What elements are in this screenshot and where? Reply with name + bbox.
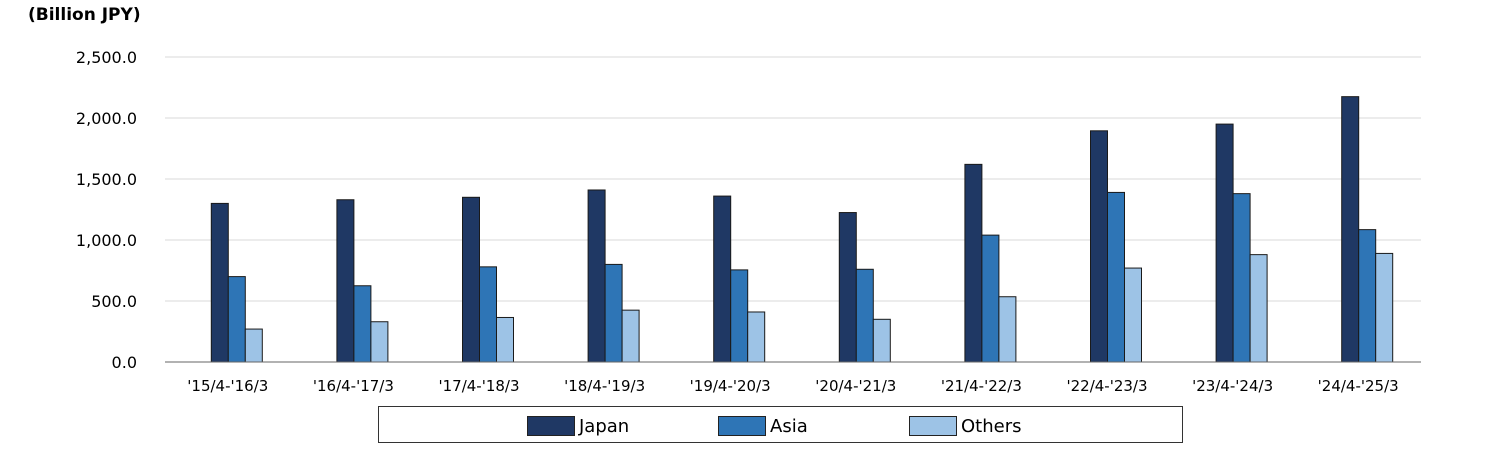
y-axis: 0.0 500.0 1,000.0 1,500.0 2,000.0 2,500.0	[76, 48, 137, 372]
legend-label-asia: Asia	[770, 415, 808, 437]
x-tick-label: '23/4-'24/3	[1192, 377, 1273, 395]
bar-japan	[1090, 130, 1108, 363]
bar-japan	[964, 163, 983, 363]
bar-japan	[713, 195, 732, 363]
x-tick-label: '22/4-'23/3	[1066, 377, 1147, 395]
x-axis: '15/4-'16/3 '16/4-'17/3 '17/4-'18/3 '18/4-'…	[165, 361, 1421, 395]
y-tick-label: 2,000.0	[76, 109, 137, 128]
y-tick-label: 1,500.0	[76, 170, 137, 189]
bar-others	[370, 321, 389, 363]
legend-label-others: Others	[961, 415, 1022, 437]
bar-asia	[1358, 229, 1377, 363]
x-tick-label: '15/4-'16/3	[187, 377, 268, 395]
bar-others	[1375, 252, 1394, 363]
x-tick-label: '20/4-'21/3	[815, 377, 896, 395]
legend-swatch-japan	[527, 416, 575, 436]
bar-japan	[1341, 96, 1360, 363]
bar-others	[872, 318, 891, 363]
bar-asia	[1107, 191, 1125, 363]
bars	[210, 96, 1394, 363]
bar-asia	[353, 285, 372, 363]
y-tick-label: 2,500.0	[76, 48, 137, 67]
bar-japan	[587, 189, 606, 363]
x-tick-label: '24/4-'25/3	[1318, 377, 1399, 395]
bar-japan	[210, 202, 229, 363]
x-tick-label: '16/4-'17/3	[313, 377, 394, 395]
bar-asia	[479, 266, 497, 363]
bar-asia	[604, 263, 623, 363]
bar-others	[998, 296, 1017, 363]
gridlines	[165, 56, 1421, 302]
legend: Japan Asia Others	[378, 406, 1183, 443]
legend-item-others: Others	[909, 415, 1022, 437]
bar-others	[244, 328, 263, 363]
bar-japan	[462, 196, 480, 363]
legend-item-asia: Asia	[718, 415, 808, 437]
bar-asia	[730, 269, 749, 363]
bar-others	[1249, 254, 1268, 363]
bar-asia	[1232, 193, 1251, 363]
y-tick-label: 0.0	[112, 353, 137, 372]
legend-swatch-asia	[718, 416, 766, 436]
bar-others	[1124, 267, 1142, 363]
y-tick-label: 1,000.0	[76, 231, 137, 250]
bar-others	[496, 316, 514, 363]
legend-item-japan: Japan	[527, 415, 629, 437]
x-tick-label: '17/4-'18/3	[438, 377, 519, 395]
legend-label-japan: Japan	[579, 415, 630, 437]
bar-asia	[227, 276, 246, 363]
x-tick-label: '18/4-'19/3	[564, 377, 645, 395]
bar-others	[747, 311, 766, 363]
bar-asia	[981, 234, 1000, 363]
bar-japan	[336, 199, 355, 363]
bar-japan	[1215, 123, 1234, 363]
x-tick-label: '21/4-'22/3	[941, 377, 1022, 395]
y-tick-label: 500.0	[91, 292, 137, 311]
x-tick-label: '19/4-'20/3	[690, 377, 771, 395]
bar-others	[621, 309, 640, 363]
bar-japan	[838, 212, 857, 363]
bar-chart: 0.0 500.0 1,000.0 1,500.0 2,000.0 2,500.0 '15…	[76, 48, 1421, 395]
unit-label: (Billion JPY)	[28, 5, 141, 25]
legend-swatch-others	[909, 416, 957, 436]
bar-asia	[855, 268, 874, 363]
